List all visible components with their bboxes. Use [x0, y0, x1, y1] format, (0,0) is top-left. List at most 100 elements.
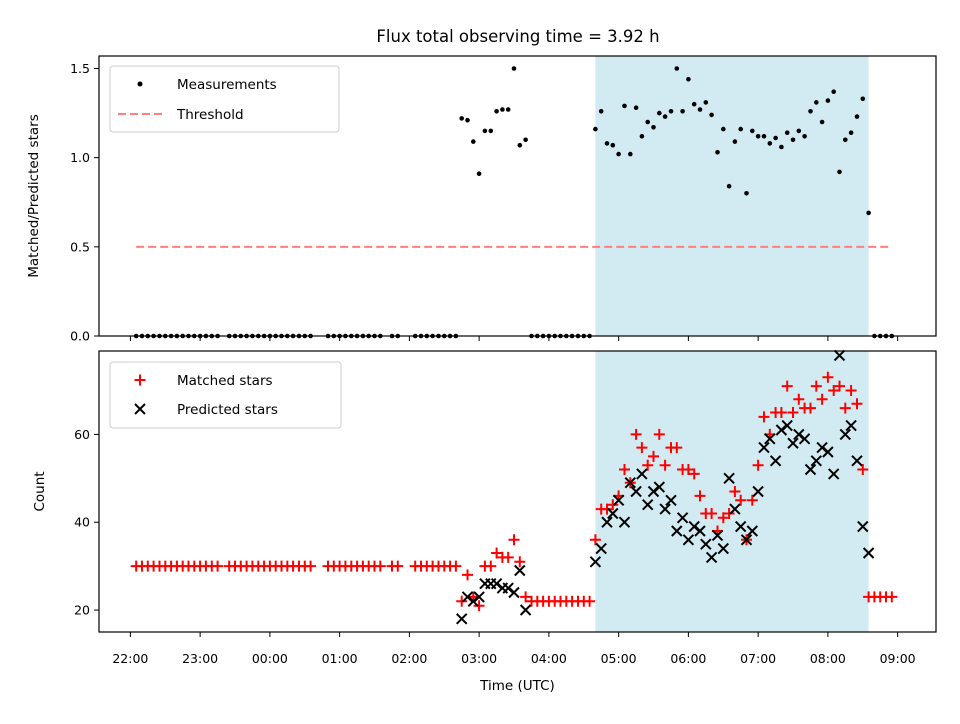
- predicted-star-marker: [612, 494, 625, 507]
- measurement-point: [837, 169, 842, 175]
- measurement-point: [773, 135, 778, 141]
- matched-star-marker: [746, 494, 758, 506]
- measurement-point: [488, 128, 494, 134]
- y-tick-label: 1.0: [70, 150, 90, 165]
- predicted-star-marker: [589, 556, 602, 568]
- matched-star-marker: [793, 393, 805, 405]
- measurement-point: [860, 96, 866, 102]
- x-tick-label: 01:00: [322, 651, 358, 666]
- matched-star-marker: [601, 503, 613, 515]
- measurement-point: [848, 130, 854, 135]
- matched-star-marker: [642, 459, 654, 471]
- measurement-point: [657, 110, 662, 116]
- matched-star-marker: [775, 407, 787, 418]
- predicted-star-marker: [787, 437, 799, 449]
- predicted-star-marker: [804, 463, 817, 476]
- predicted-star-marker: [839, 428, 852, 441]
- predicted-star-marker: [682, 534, 695, 546]
- predicted-star-marker: [473, 591, 485, 603]
- measurement-point: [593, 126, 598, 132]
- predicted-star-marker: [862, 547, 875, 559]
- matched-star-marker: [839, 402, 851, 414]
- matched-star-marker: [810, 380, 822, 392]
- predicted-stars-points: [455, 349, 875, 625]
- matched-star-marker: [822, 371, 834, 383]
- predicted-star-marker: [653, 481, 666, 493]
- measurement-point: [523, 137, 528, 143]
- y-tick-label: 1.5: [70, 61, 90, 76]
- predicted-star-marker: [514, 564, 526, 577]
- matched-star-marker: [473, 600, 485, 612]
- measurement-point: [721, 126, 726, 132]
- predicted-star-marker: [671, 525, 683, 537]
- measurement-point: [744, 191, 749, 196]
- y-tick-label: 20: [74, 603, 90, 618]
- predicted-star-marker: [607, 507, 619, 520]
- bottom-legend: Matched stars Predicted stars: [109, 361, 342, 429]
- matched-star-marker: [682, 464, 694, 475]
- bottom-axes-frame: [98, 350, 937, 633]
- x-tick-label: 08:00: [810, 651, 846, 666]
- matched-stars-legend-label: Matched stars: [177, 373, 273, 389]
- matched-star-marker: [671, 442, 683, 454]
- measurement-point: [680, 109, 685, 114]
- predicted-star-marker: [798, 433, 811, 445]
- measurements-legend-marker: [137, 81, 143, 87]
- predicted-star-marker: [833, 349, 846, 362]
- measurement-point: [814, 100, 819, 105]
- measurement-point: [761, 134, 767, 139]
- measurement-point: [732, 139, 738, 144]
- matched-star-marker: [781, 380, 793, 392]
- measurement-point: [750, 128, 755, 134]
- predicted-star-marker: [764, 433, 776, 445]
- predicted-star-marker: [857, 520, 869, 533]
- x-tick-label: 22:00: [112, 651, 148, 666]
- predicted-star-marker: [752, 485, 764, 498]
- predicted-star-marker: [618, 516, 631, 528]
- measurement-point: [738, 126, 743, 132]
- measurement-point: [866, 210, 871, 216]
- matched-star-marker: [723, 508, 735, 519]
- matched-star-marker: [491, 547, 503, 559]
- measurement-point: [651, 125, 656, 130]
- measurement-point: [819, 119, 825, 125]
- top-legend-box: [109, 65, 340, 133]
- matched-star-marker: [717, 512, 729, 524]
- measurement-point: [465, 117, 470, 123]
- matched-star-marker: [589, 534, 601, 546]
- matched-star-marker: [456, 595, 468, 607]
- measurement-point: [779, 144, 784, 150]
- matched-star-marker: [502, 551, 514, 563]
- measurement-point: [825, 98, 831, 103]
- x-tick-label: 06:00: [670, 651, 706, 666]
- matched-star-marker: [607, 499, 619, 511]
- measurement-point: [767, 141, 773, 146]
- matched-star-marker: [508, 534, 520, 546]
- bottom-legend-box: [109, 361, 342, 429]
- matched-star-marker: [392, 560, 404, 572]
- measurement-point: [691, 101, 697, 107]
- predicted-star-marker: [717, 542, 730, 555]
- measurement-point: [854, 114, 860, 119]
- matched-star-marker: [752, 459, 764, 471]
- matched-star-marker: [694, 490, 706, 502]
- measurement-point: [598, 109, 604, 114]
- matched-star-marker: [758, 411, 770, 423]
- matched-star-marker: [787, 407, 799, 418]
- predicted-star-marker: [705, 551, 718, 564]
- x-tick-label: 02:00: [391, 651, 427, 666]
- matched-star-marker: [520, 591, 532, 603]
- measurement-point: [604, 141, 610, 146]
- matched-star-marker: [374, 560, 386, 572]
- measurement-point: [726, 183, 732, 189]
- matched-star-marker: [805, 402, 816, 414]
- matched-star-marker: [450, 560, 462, 572]
- predicted-star-marker: [636, 468, 648, 480]
- matched-star-marker: [706, 508, 718, 519]
- matched-star-marker: [584, 595, 596, 607]
- predicted-star-marker: [729, 503, 741, 515]
- measurement-point: [633, 105, 639, 110]
- measurement-point: [511, 66, 517, 71]
- measurement-point: [831, 89, 836, 94]
